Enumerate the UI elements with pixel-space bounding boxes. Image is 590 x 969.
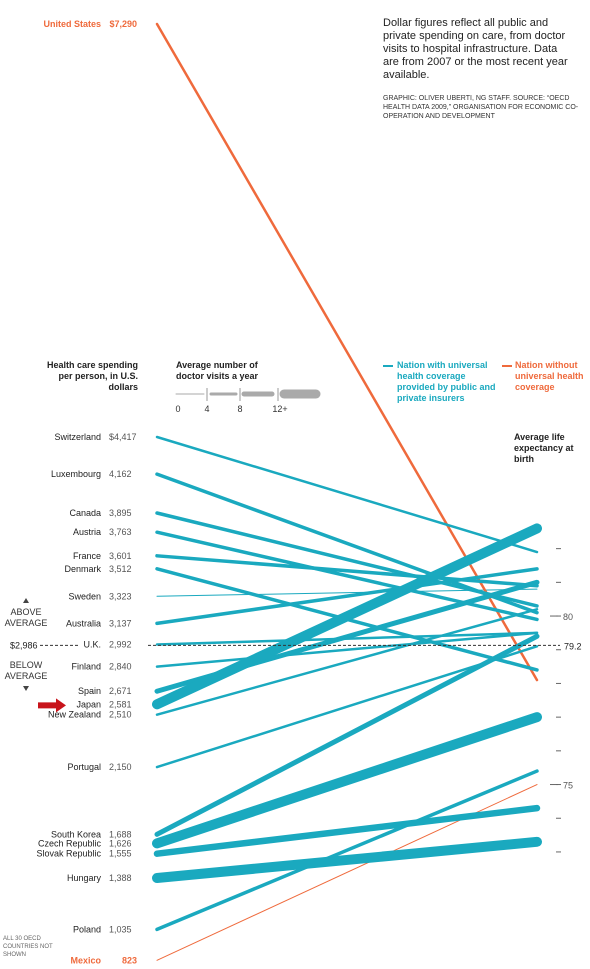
spending-value-hungary: 1,388 (109, 873, 132, 883)
line-austria (155, 530, 539, 622)
credit-source: GRAPHIC: OLIVER UBERTI, NG STAFF. SOURCE… (383, 95, 579, 120)
spending-value-luxembourg: 4,162 (109, 469, 132, 479)
footnote: ALL 30 OECD COUNTRIES NOT SHOWN (3, 936, 53, 958)
country-name-mexico: Mexico (70, 955, 101, 965)
spending-value-south-korea: 1,688 (109, 829, 132, 839)
country-name-czech-republic: Czech Republic (38, 838, 102, 848)
country-name-u-k: U.K. (83, 639, 101, 649)
country-name-new-zealand: New Zealand (48, 710, 101, 720)
country-lines (152, 22, 542, 961)
country-name-japan: Japan (76, 699, 101, 709)
visits-key-label-2: 8 (237, 404, 242, 414)
up-arrow-icon (23, 598, 29, 603)
spending-value-sweden: 3,323 (109, 591, 132, 601)
tick-label-75: 75 (563, 781, 573, 791)
spending-value-switzerland: $4,417 (109, 432, 137, 442)
country-name-poland: Poland (73, 924, 101, 934)
spending-value-mexico: 823 (122, 955, 137, 965)
country-name-austria: Austria (73, 527, 101, 537)
country-name-france: France (73, 551, 101, 561)
spending-value-u-k: 2,992 (109, 639, 132, 649)
spending-value-united-states: $7,290 (109, 19, 137, 29)
line-switzerland (155, 435, 539, 554)
country-name-australia: Australia (66, 618, 101, 628)
visits-key-label-3: 12+ (272, 404, 287, 414)
country-name-sweden: Sweden (68, 591, 101, 601)
country-name-luxembourg: Luxembourg (51, 469, 101, 479)
legend-universal: Nation with universal health coverage pr… (397, 360, 496, 403)
average-life-label: 79.2 (564, 641, 582, 651)
country-name-spain: Spain (78, 686, 101, 696)
line-south-korea (154, 633, 540, 837)
spending-value-new-zealand: 2,510 (109, 710, 132, 720)
life-expectancy-ticks: 75 80 (550, 548, 573, 853)
spending-value-france: 3,601 (109, 551, 132, 561)
country-labels: United States $7,290 Switzerland $4,417 Luxe… (36, 19, 137, 965)
line-finland (155, 631, 539, 668)
line-hungary (152, 836, 542, 884)
spending-value-czech-republic: 1,626 (109, 838, 132, 848)
country-name-south-korea: South Korea (51, 829, 101, 839)
legend-line-swatches: 0 4 8 12+ (175, 365, 512, 414)
line-poland (155, 769, 539, 932)
life-expectancy-header: Average life expectancy at birth (514, 432, 574, 464)
spending-value-japan: 2,581 (109, 699, 132, 709)
visits-key-label-0: 0 (175, 404, 180, 414)
spending-header: Health care spending per person, in U.S.… (46, 360, 138, 392)
spending-value-poland: 1,035 (109, 924, 132, 934)
country-name-switzerland: Switzerland (54, 432, 101, 442)
spending-value-slovak-republic: 1,555 (109, 849, 132, 859)
above-average-label: ABOVE AVERAGE (4, 607, 48, 628)
spending-value-portugal: 2,150 (109, 762, 132, 772)
spending-value-spain: 2,671 (109, 686, 132, 696)
country-name-finland: Finland (71, 662, 101, 672)
line-united-states (155, 22, 539, 682)
chart-extras: $2,986 79.2 (10, 598, 582, 713)
spending-value-austria: 3,763 (109, 527, 132, 537)
spending-value-finland: 2,840 (109, 662, 132, 672)
country-name-slovak-republic: Slovak Republic (36, 849, 101, 859)
highlight-arrow-icon (38, 698, 66, 713)
country-name-united-states: United States (43, 19, 101, 29)
line-czech-republic (152, 712, 542, 849)
line-australia (155, 567, 539, 626)
legend-without: Nation without universal health coverage (515, 360, 584, 392)
line-japan (152, 523, 542, 710)
average-spending-label: $2,986 (10, 640, 38, 650)
country-name-hungary: Hungary (67, 873, 102, 883)
down-arrow-icon (23, 686, 29, 691)
tick-label-80: 80 (563, 612, 573, 622)
country-name-denmark: Denmark (64, 564, 101, 574)
visits-header: Average number of doctor visits a year (176, 360, 259, 381)
line-new-zealand (155, 608, 539, 716)
country-name-canada: Canada (69, 508, 101, 518)
spending-value-denmark: 3,512 (109, 564, 132, 574)
line-slovak-republic (153, 804, 541, 857)
below-average-label: BELOW AVERAGE (4, 660, 48, 681)
spending-value-canada: 3,895 (109, 508, 132, 518)
country-name-portugal: Portugal (67, 762, 101, 772)
explanatory-note: Dollar figures reflect all public and pr… (383, 17, 568, 81)
visits-key-label-1: 4 (204, 404, 209, 414)
line-france (155, 554, 539, 588)
spending-value-australia: 3,137 (109, 618, 132, 628)
line-canada (155, 511, 539, 608)
